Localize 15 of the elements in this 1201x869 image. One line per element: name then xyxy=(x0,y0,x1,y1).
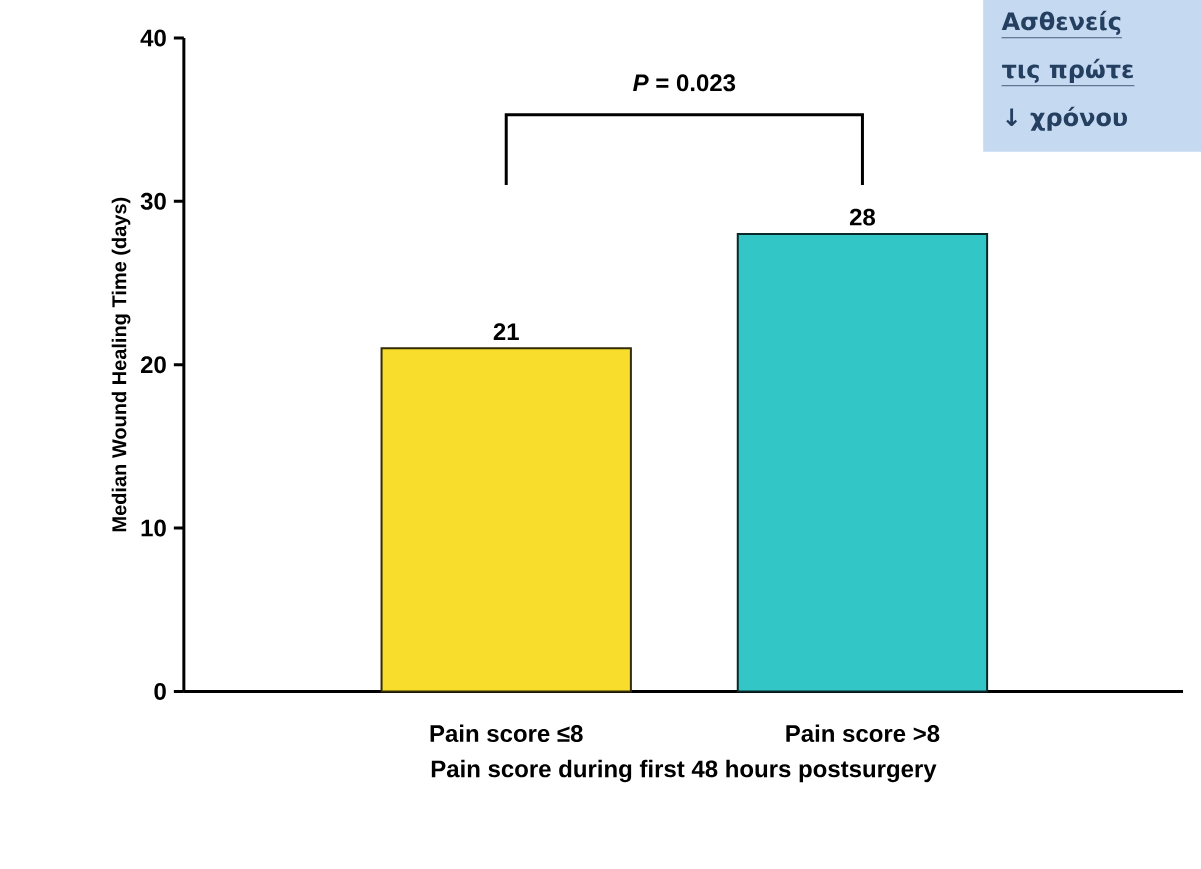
y-tick-label: 40 xyxy=(140,29,166,47)
y-tick-label: 0 xyxy=(154,682,166,700)
annotation: τις πρώτε xyxy=(1002,58,1133,83)
y-tick-label: 20 xyxy=(140,356,166,374)
x-tick-label: Pain score ≤8 xyxy=(430,724,583,742)
x-axis-title: Pain score during first 48 hours postsurgery xyxy=(431,759,937,783)
y-tick-label: 10 xyxy=(141,519,166,537)
y-axis-title: Median Wound Healing Time (days) xyxy=(111,197,131,532)
annotation: ↓ χρόνου xyxy=(1006,106,1128,131)
data-label: 21 xyxy=(493,323,519,340)
text: Ασθενείς xyxy=(1001,10,1121,35)
y-tick-label: 30 xyxy=(140,192,166,210)
data-label: 28 xyxy=(849,208,876,226)
x-tick-label: Pain score >8 xyxy=(786,724,940,742)
annotation: P = 0.023 xyxy=(633,74,736,92)
